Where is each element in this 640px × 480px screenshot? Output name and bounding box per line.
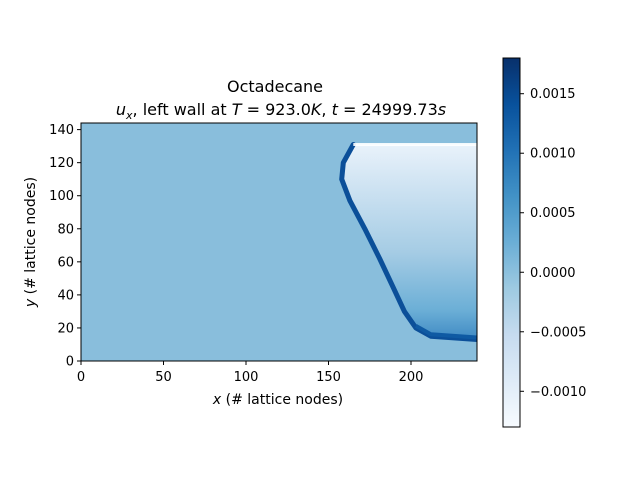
x-tick-label: 150 — [316, 370, 341, 385]
y-tick-label: 120 — [49, 156, 74, 171]
colorbar-tick-label: −0.0010 — [530, 385, 586, 400]
y-tick-label: 0 — [66, 355, 74, 370]
x-tick-label: 50 — [155, 370, 172, 385]
y-axis: 0 20 40 60 80 100 120 140 — [49, 123, 81, 370]
y-axis-label: y (# lattice nodes) — [23, 177, 39, 308]
x-tick-label: 100 — [234, 370, 259, 385]
colorbar-tick-label: −0.0005 — [530, 325, 586, 340]
colorbar-axis: −0.0010 −0.0005 0.0000 0.0005 0.0010 0.0015 — [520, 87, 586, 400]
y-tick-label: 20 — [57, 321, 74, 336]
colorbar-tick-label: 0.0015 — [530, 87, 576, 102]
x-tick-label: 0 — [77, 370, 85, 385]
y-tick-label: 100 — [49, 189, 74, 204]
y-tick-label: 140 — [49, 123, 74, 138]
y-tick-label: 60 — [57, 255, 74, 270]
x-tick-label: 200 — [399, 370, 424, 385]
chart-title: Octadecane — [227, 77, 323, 96]
y-tick-label: 40 — [57, 288, 74, 303]
x-axis: 0 50 100 150 200 — [77, 361, 424, 385]
bottom-flow-band — [414, 324, 477, 340]
plot-frame — [80, 122, 478, 362]
heatmap-field — [81, 123, 477, 361]
colorbar-tick-label: 0.0010 — [530, 147, 576, 162]
x-axis-label: x (# lattice nodes) — [212, 392, 343, 408]
liquid-region — [341, 144, 477, 340]
y-tick-label: 80 — [57, 222, 74, 237]
chart-subtitle: ux, left wall at T = 923.0K, t = 24999.7… — [116, 100, 446, 122]
colorbar — [502, 57, 521, 428]
colorbar-tick-label: 0.0005 — [530, 206, 576, 221]
colorbar-tick-label: 0.0000 — [530, 266, 576, 281]
